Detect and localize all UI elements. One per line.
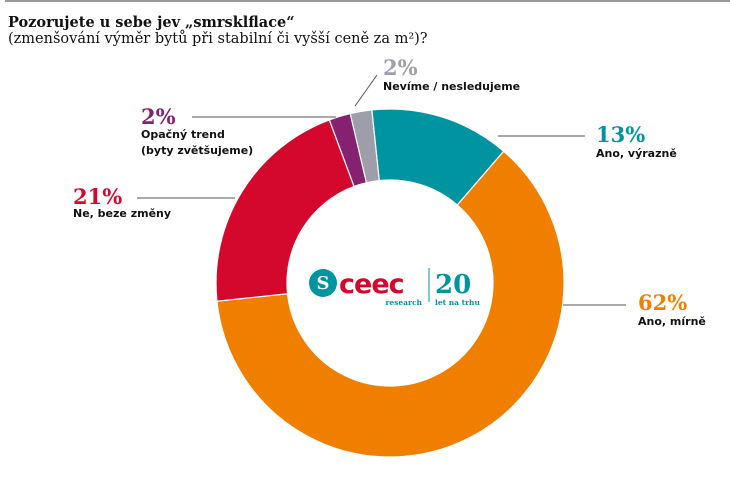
chart-title: Pozorujete u sebe jev „smrsklflace“: [8, 14, 295, 31]
label-opacny-trend-line2: (byty zvětšujeme): [141, 144, 254, 157]
label-ano-vyrazne: Ano, výrazně: [596, 147, 677, 160]
ceec-logo: S ceec research 20 let na trhu: [309, 268, 480, 307]
chart-subtitle: (zmenšování výměr bytů při stabilní či v…: [8, 31, 428, 47]
logo-number: 20: [435, 270, 471, 300]
ceec-logo-mark-icon: [309, 269, 337, 297]
label-opacny-trend-line1: Opačný trend: [141, 128, 225, 141]
logo-brand: ceec: [339, 269, 404, 300]
label-ano-mirne: Ano, mírně: [638, 315, 706, 328]
top-rule: [5, 0, 730, 2]
label-value-ano-mirne: 62%: [638, 290, 688, 315]
label-value-nevime: 2%: [383, 55, 418, 80]
label-value-ne-beze-zmeny: 21%: [73, 184, 123, 209]
donut-slice-4: [349, 109, 380, 184]
donut-slice-1: [216, 150, 565, 458]
logo-sub: research: [385, 298, 422, 307]
svg-text:S: S: [317, 273, 330, 294]
logo-number-sub: let na trhu: [435, 298, 480, 307]
leader-line-4: [354, 74, 378, 107]
label-ne-beze-zmeny: Ne, beze změny: [73, 207, 172, 220]
label-nevime: Nevíme / nesledujeme: [383, 80, 521, 93]
label-value-opacny-trend: 2%: [141, 104, 176, 129]
label-value-ano-vyrazne: 13%: [596, 122, 646, 147]
